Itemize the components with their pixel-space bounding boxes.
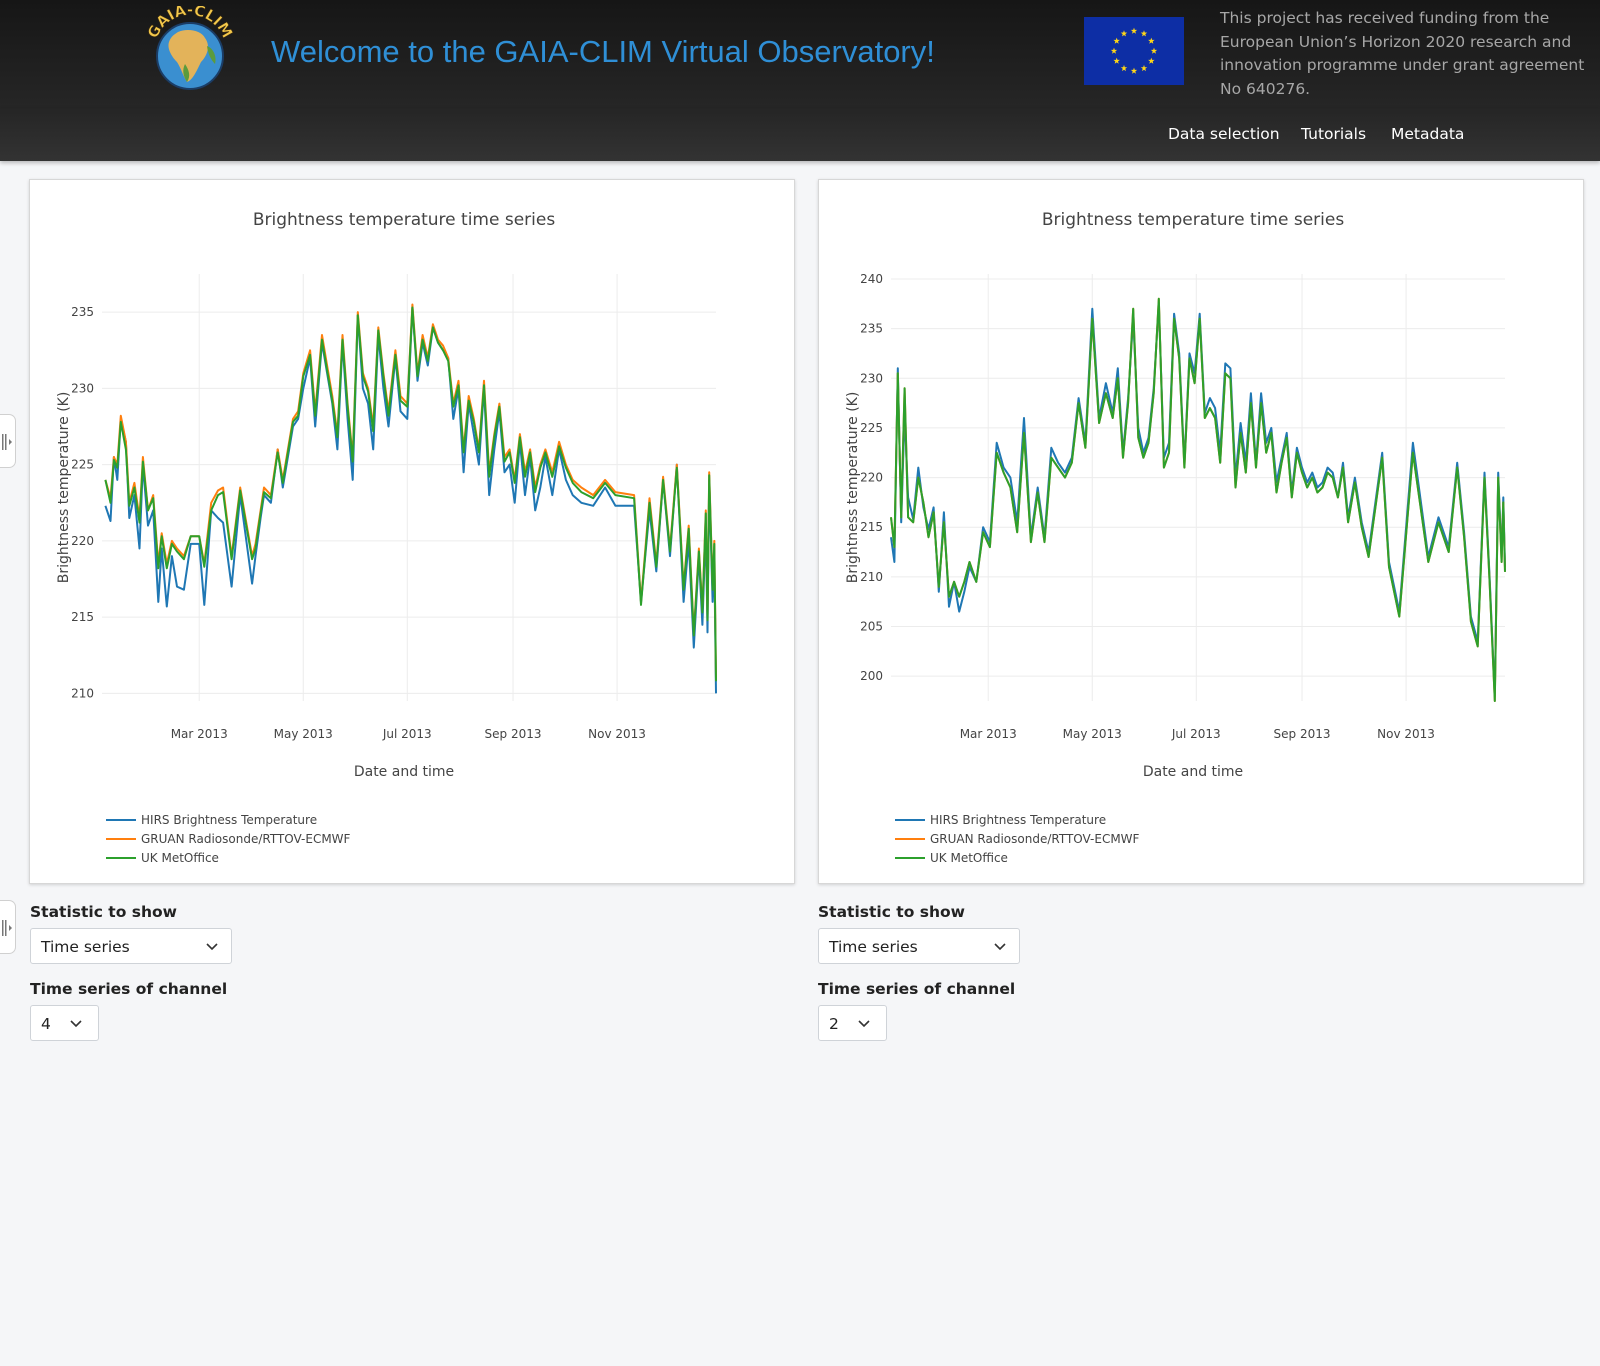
x-axis-title: Date and time	[354, 764, 454, 780]
nav-metadata[interactable]: Metadata	[1391, 125, 1465, 143]
sidebar-toggle-handle[interactable]	[0, 414, 16, 468]
channel-select-value: 4	[41, 1015, 51, 1033]
eu-star-icon	[1120, 30, 1128, 37]
x-tick-label: Nov 2013	[1377, 727, 1435, 741]
eu-star-icon	[1130, 27, 1138, 34]
y-tick-label: 230	[71, 381, 94, 395]
y-axis-title: Brightness temperature (K)	[56, 392, 72, 584]
eu-star-icon	[1113, 37, 1120, 44]
x-tick-label: Sep 2013	[485, 727, 542, 741]
eu-star-icon	[1110, 47, 1118, 54]
gaia-clim-logo-icon: GAIA-CLIM	[145, 6, 235, 90]
x-tick-label: May 2013	[1063, 727, 1122, 741]
y-tick-label: 230	[860, 371, 883, 385]
eu-star-icon	[1130, 67, 1138, 74]
controls-toggle-handle[interactable]	[0, 900, 16, 954]
channel-select-value: 2	[829, 1015, 839, 1033]
y-tick-label: 220	[860, 471, 883, 485]
y-tick-label: 235	[860, 322, 883, 336]
eu-star-icon	[1140, 30, 1148, 37]
brightness-temperature-chart-left[interactable]: Brightness temperature time series 210 215…	[30, 180, 794, 883]
x-tick-label: May 2013	[274, 727, 333, 741]
y-tick-label: 225	[71, 458, 94, 472]
chart-panel-left: Brightness temperature time series 210 215…	[29, 179, 795, 884]
drag-handle-icon	[2, 434, 12, 450]
chart-title: Brightness temperature time series	[253, 210, 556, 230]
y-tick-label: 240	[860, 272, 883, 286]
statistic-label: Statistic to show	[818, 903, 965, 921]
drag-handle-icon	[2, 920, 12, 936]
legend-entry[interactable]: GRUAN Radiosonde/RTTOV-ECMWF	[141, 832, 351, 846]
x-tick-label: Jul 2013	[382, 727, 432, 741]
legend-entry[interactable]: HIRS Brightness Temperature	[930, 813, 1106, 827]
statistic-select[interactable]: Time series	[30, 928, 232, 964]
chevron-down-icon	[206, 943, 218, 951]
channel-select[interactable]: 4	[30, 1005, 99, 1041]
series-line	[104, 306, 717, 682]
x-axis-title: Date and time	[1143, 764, 1243, 780]
nav-data-selection[interactable]: Data selection	[1168, 125, 1280, 143]
eu-star-icon	[1140, 64, 1148, 72]
x-tick-label: Jul 2013	[1171, 727, 1221, 741]
channel-label: Time series of channel	[30, 980, 228, 998]
nav-tutorials[interactable]: Tutorials	[1301, 125, 1367, 143]
funding-statement: This project has received funding from t…	[1220, 9, 1585, 98]
legend-entry[interactable]: HIRS Brightness Temperature	[141, 813, 317, 827]
eu-star-icon	[1148, 37, 1155, 44]
page-title: Welcome to the GAIA-CLIM Virtual Observa…	[271, 34, 935, 69]
y-tick-label: 205	[860, 620, 883, 634]
x-tick-label: Nov 2013	[588, 727, 646, 741]
eu-star-icon	[1148, 57, 1155, 64]
x-tick-label: Mar 2013	[960, 727, 1017, 741]
series-line	[890, 297, 1506, 702]
statistic-select-value: Time series	[41, 938, 130, 956]
statistic-select[interactable]: Time series	[818, 928, 1020, 964]
y-tick-label: 215	[71, 610, 94, 624]
y-tick-label: 235	[71, 305, 94, 319]
y-tick-label: 225	[860, 421, 883, 435]
y-tick-label: 200	[860, 669, 883, 683]
channel-select[interactable]: 2	[818, 1005, 887, 1041]
legend-entry[interactable]: GRUAN Radiosonde/RTTOV-ECMWF	[930, 832, 1140, 846]
y-tick-label: 210	[71, 686, 94, 700]
brightness-temperature-chart-right[interactable]: Brightness temperature time series 200 205…	[819, 180, 1583, 883]
legend-entry[interactable]: UK MetOffice	[930, 851, 1008, 865]
eu-star-icon	[1113, 57, 1120, 64]
eu-star-icon	[1120, 64, 1128, 72]
x-tick-label: Mar 2013	[171, 727, 228, 741]
statistic-select-value: Time series	[829, 938, 918, 956]
navbar: Data selection Tutorials Metadata	[0, 108, 1600, 161]
chevron-down-icon	[858, 1020, 870, 1028]
series-line	[104, 306, 717, 694]
y-axis-title: Brightness temperature (K)	[845, 392, 861, 584]
chart-panel-right: Brightness temperature time series 200 205…	[818, 179, 1584, 884]
y-tick-label: 215	[860, 520, 883, 534]
y-tick-label: 220	[71, 534, 94, 548]
series-line	[890, 297, 1506, 702]
chart-title: Brightness temperature time series	[1042, 210, 1345, 230]
eu-star-icon	[1150, 47, 1158, 54]
chevron-down-icon	[70, 1020, 82, 1028]
chevron-down-icon	[994, 943, 1006, 951]
x-tick-label: Sep 2013	[1274, 727, 1331, 741]
series-line	[890, 302, 1506, 697]
y-tick-label: 210	[860, 570, 883, 584]
eu-flag-icon	[1084, 17, 1184, 85]
statistic-label: Statistic to show	[30, 903, 177, 921]
channel-label: Time series of channel	[818, 980, 1016, 998]
top-header: GAIA-CLIM Welcome to the GAIA-CLIM Virtu…	[0, 0, 1600, 108]
legend-entry[interactable]: UK MetOffice	[141, 851, 219, 865]
